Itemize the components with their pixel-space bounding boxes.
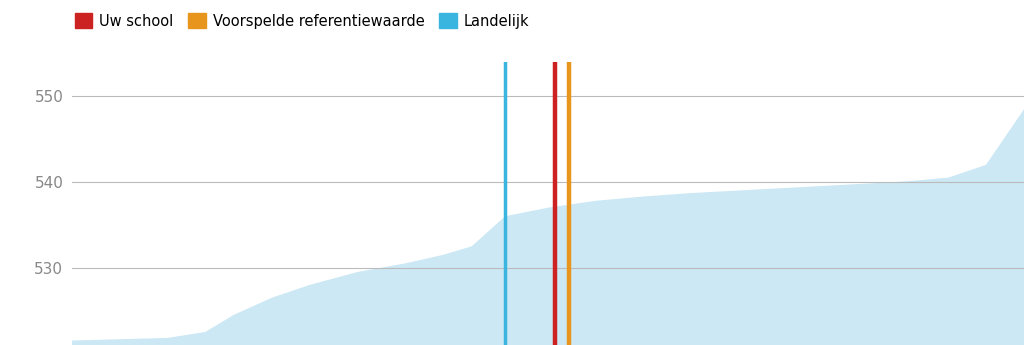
Legend: Uw school, Voorspelde referentiewaarde, Landelijk: Uw school, Voorspelde referentiewaarde, … [69, 7, 536, 34]
